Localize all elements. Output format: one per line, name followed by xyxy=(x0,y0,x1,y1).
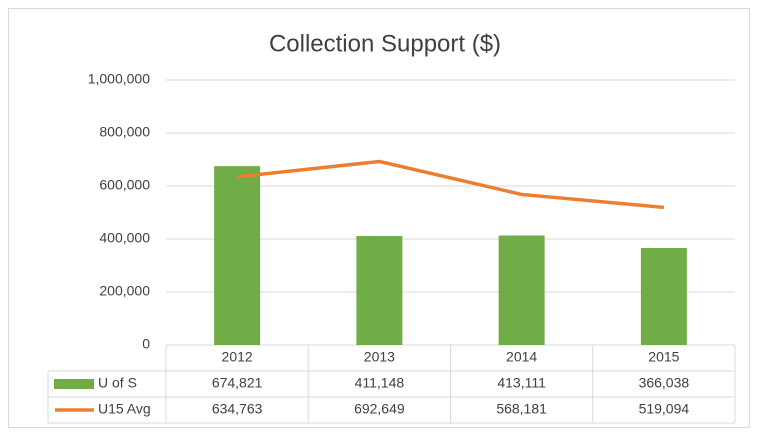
table-value: 366,038 xyxy=(639,375,690,391)
bar xyxy=(640,247,687,345)
table-value: 634,763 xyxy=(212,401,263,417)
x-tick-label: 2013 xyxy=(364,349,395,365)
y-tick-label: 0 xyxy=(142,336,150,352)
chart-border xyxy=(8,8,750,428)
table-value: 674,821 xyxy=(212,375,263,391)
y-tick-label: 1,000,000 xyxy=(88,71,150,87)
bar xyxy=(498,235,545,345)
bar xyxy=(356,236,403,345)
line xyxy=(236,159,665,210)
table-value: 568,181 xyxy=(496,401,547,417)
legend-label: U of S xyxy=(98,375,137,391)
x-tick-label: 2012 xyxy=(222,349,253,365)
table-value: 411,148 xyxy=(355,375,405,391)
x-tick-label: 2015 xyxy=(648,349,679,365)
chart-title: Collection Support ($) xyxy=(269,30,501,57)
y-tick-label: 600,000 xyxy=(99,177,150,193)
x-tick-label: 2014 xyxy=(506,349,537,365)
bar xyxy=(214,166,261,345)
legend-swatch xyxy=(54,379,94,389)
y-tick-label: 200,000 xyxy=(99,283,150,299)
y-tick-label: 800,000 xyxy=(99,124,150,140)
table-value: 692,649 xyxy=(354,401,405,417)
y-tick-label: 400,000 xyxy=(99,230,150,246)
legend-label: U15 Avg xyxy=(98,401,151,417)
table-value: 519,094 xyxy=(639,401,690,417)
table-value: 413,111 xyxy=(497,375,546,391)
